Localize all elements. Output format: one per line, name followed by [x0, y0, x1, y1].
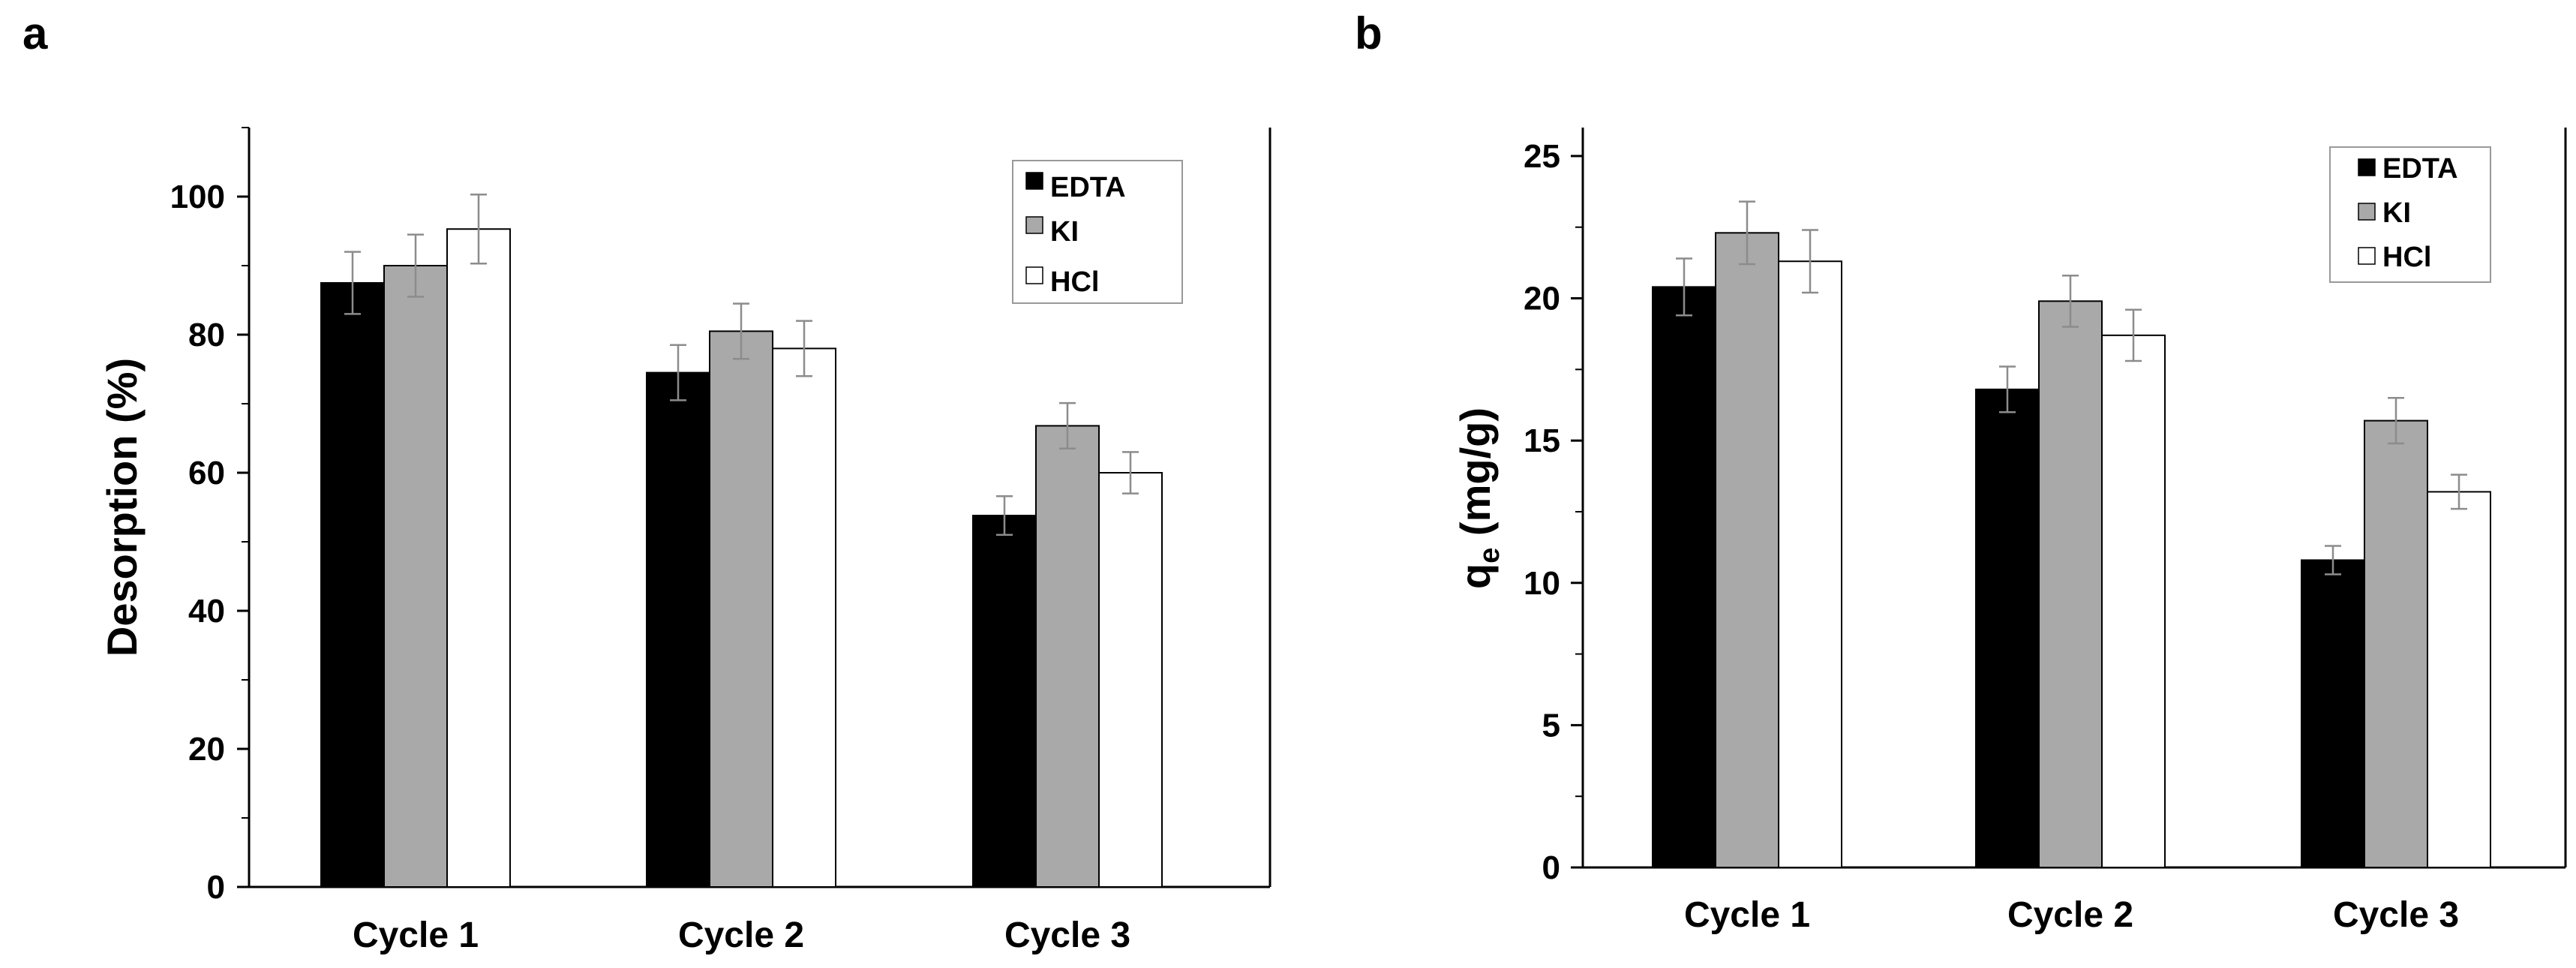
bar-ki-cycle-2 — [709, 330, 773, 888]
y-axis-title-subscript: e — [1474, 548, 1506, 564]
bars — [1652, 232, 2491, 869]
legend-label-edta: EDTA — [1050, 172, 1126, 203]
legend-label-ki: KI — [2382, 197, 2411, 229]
bar-edta-cycle-2 — [646, 371, 710, 888]
y-axis-title: Desorption (%) — [98, 358, 146, 657]
y-tick-label: 20 — [1524, 281, 1560, 317]
panel-b-chart: b 0 5 10 15 20 25 Cycle 1 Cycle 2 Cycle 3 qe (m… — [1355, 8, 2567, 935]
legend-swatch-edta — [1025, 172, 1043, 190]
legend: EDTA KI HCl — [2329, 146, 2491, 283]
bars — [320, 228, 1163, 888]
bar-edta-cycle-2 — [1975, 388, 2040, 868]
legend-box — [2329, 146, 2491, 283]
bar-edta-cycle-3 — [972, 515, 1037, 888]
bar-ki-cycle-2 — [2038, 300, 2103, 869]
y-tick-labels: 0 5 10 15 20 25 — [1524, 138, 1560, 886]
y-tick-label: 5 — [1542, 707, 1560, 744]
legend-label-hcl: HCl — [1050, 266, 1099, 298]
bar-ki-cycle-1 — [1715, 232, 1779, 869]
category-label-cycle-3: Cycle 3 — [2333, 895, 2459, 935]
bar-hcl-cycle-2 — [2101, 334, 2166, 869]
y-tick-label: 60 — [188, 455, 225, 492]
y-tick-label: 10 — [1524, 565, 1560, 602]
error-bars — [1676, 200, 2467, 576]
legend-swatch-edta — [2358, 158, 2376, 176]
bar-ki-cycle-3 — [1035, 425, 1100, 888]
panel-a-label: a — [23, 8, 48, 59]
bar-edta-cycle-3 — [2301, 559, 2365, 869]
y-tick-labels: 0 20 40 60 80 100 — [170, 179, 225, 906]
y-tick-label: 20 — [188, 731, 225, 768]
y-tick-label: 0 — [207, 869, 225, 906]
legend: EDTA KI HCl — [1012, 160, 1183, 304]
legend-swatch-hcl — [1025, 266, 1043, 284]
category-label-cycle-2: Cycle 2 — [2007, 895, 2133, 935]
y-tick-label: 25 — [1524, 138, 1560, 175]
y-tick-label: 100 — [170, 179, 225, 215]
y-tick-label: 15 — [1524, 422, 1560, 459]
y-ticks — [237, 127, 249, 888]
legend-swatch-ki — [1025, 216, 1043, 234]
y-tick-label: 40 — [188, 593, 225, 630]
legend-swatch-hcl — [2358, 247, 2376, 265]
legend-label-edta: EDTA — [2382, 153, 2458, 185]
bar-hcl-cycle-3 — [2427, 491, 2491, 869]
y-axis-title-q: q — [1452, 564, 1499, 589]
bar-hcl-cycle-3 — [1098, 472, 1163, 888]
panel-b-label: b — [1355, 8, 1383, 59]
y-axis-title: qe (mg/g) — [1452, 407, 1506, 589]
legend-label-hcl: HCl — [2382, 242, 2431, 273]
category-labels: Cycle 1 Cycle 2 Cycle 3 — [1684, 895, 2459, 935]
panel-a-chart: a 0 20 40 60 80 100 Cycle 1 Cycle 2 Cycle 3 Des… — [23, 8, 1271, 955]
legend-label-ki: KI — [1050, 216, 1079, 248]
bar-edta-cycle-1 — [320, 282, 385, 888]
category-labels: Cycle 1 Cycle 2 Cycle 3 — [353, 915, 1130, 955]
y-ticks — [1571, 155, 1583, 869]
category-label-cycle-1: Cycle 1 — [353, 915, 479, 955]
y-tick-label: 0 — [1542, 849, 1560, 886]
category-label-cycle-2: Cycle 2 — [678, 915, 804, 955]
legend-swatch-ki — [2358, 203, 2376, 221]
category-label-cycle-1: Cycle 1 — [1684, 895, 1810, 935]
bar-hcl-cycle-1 — [446, 228, 511, 888]
bar-hcl-cycle-2 — [772, 347, 836, 888]
bar-ki-cycle-3 — [2364, 419, 2428, 868]
error-bars — [344, 193, 1139, 537]
y-tick-label: 80 — [188, 317, 225, 353]
category-label-cycle-3: Cycle 3 — [1004, 915, 1130, 955]
y-axis-title-units: (mg/g) — [1452, 407, 1499, 548]
bar-edta-cycle-1 — [1652, 286, 1716, 869]
bar-hcl-cycle-1 — [1778, 260, 1842, 868]
bar-ki-cycle-1 — [383, 265, 448, 888]
